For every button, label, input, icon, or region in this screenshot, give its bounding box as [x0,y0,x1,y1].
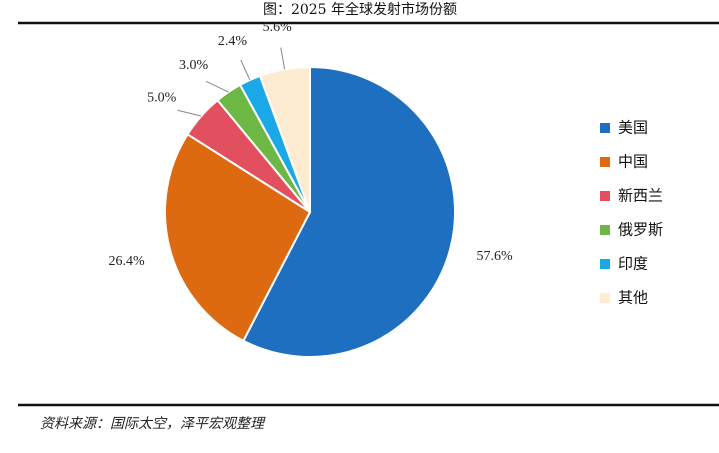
data-label: 26.4% [108,254,145,269]
leader-line [280,47,286,70]
data-label: 57.6% [477,249,514,264]
legend-label: 印度 [618,255,648,273]
legend-label: 俄罗斯 [618,221,663,239]
pie-slice [242,65,456,358]
data-label: 2.4% [218,34,248,49]
legend-swatch [600,157,610,167]
legend-swatch [600,191,610,201]
leader-line [177,109,202,117]
data-label: 3.0% [179,58,209,73]
legend-label: 新西兰 [618,187,663,205]
data-label: 5.6% [263,20,293,35]
legend-label: 中国 [618,153,648,171]
legend-swatch [600,293,610,303]
legend-label: 美国 [618,119,648,137]
chart-title: 图：2025 年全球发射市场份额 [263,1,457,18]
leader-line [240,59,251,81]
pie-slice [258,65,311,213]
legend-swatch [600,123,610,133]
source-note: 资料来源：国际太空，泽平宏观整理 [40,416,266,432]
leader-line [205,80,229,93]
data-label: 5.0% [147,90,177,105]
pie-slice [164,132,312,343]
legend-swatch [600,259,610,269]
legend-swatch [600,225,610,235]
legend-label: 其他 [618,289,648,307]
